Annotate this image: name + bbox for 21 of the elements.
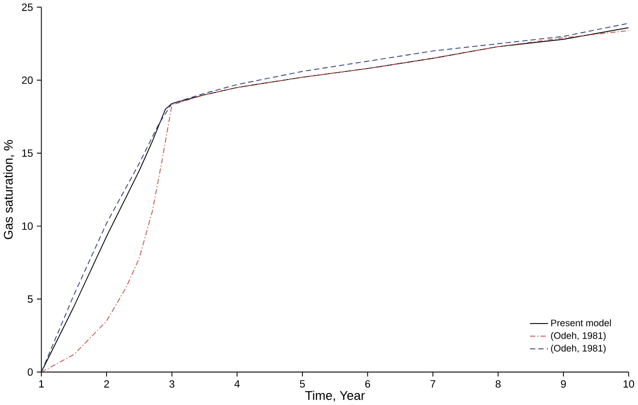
y-tick-label: 15	[22, 150, 33, 157]
x-tick-label: 8	[496, 380, 501, 388]
x-tick-label: 9	[560, 380, 566, 388]
y-tick-label: 25	[22, 4, 33, 11]
legend-label: (Odeh, 1981)	[551, 332, 606, 341]
legend-label: (Odeh, 1981)	[551, 344, 606, 354]
x-tick-label: 1	[39, 380, 44, 388]
legend-label: Present model	[551, 319, 611, 326]
x-tick-label: 3	[169, 380, 174, 388]
y-tick-label: 10	[22, 222, 33, 230]
x-tick-label: 6	[365, 380, 370, 388]
x-tick-label: 5	[300, 380, 305, 388]
x-tick-label: 4	[234, 380, 240, 388]
y-axis-title: Gas saturation, %	[4, 140, 14, 240]
x-tick-label: 2	[104, 380, 110, 388]
x-tick-label: 7	[430, 380, 436, 388]
y-tick-label: 20	[22, 76, 33, 84]
y-tick-label: 5	[28, 295, 33, 303]
y-tick-label: 0	[28, 368, 33, 376]
x-tick-label: 10	[624, 380, 634, 388]
x-axis-title: Time, Year	[305, 390, 365, 402]
